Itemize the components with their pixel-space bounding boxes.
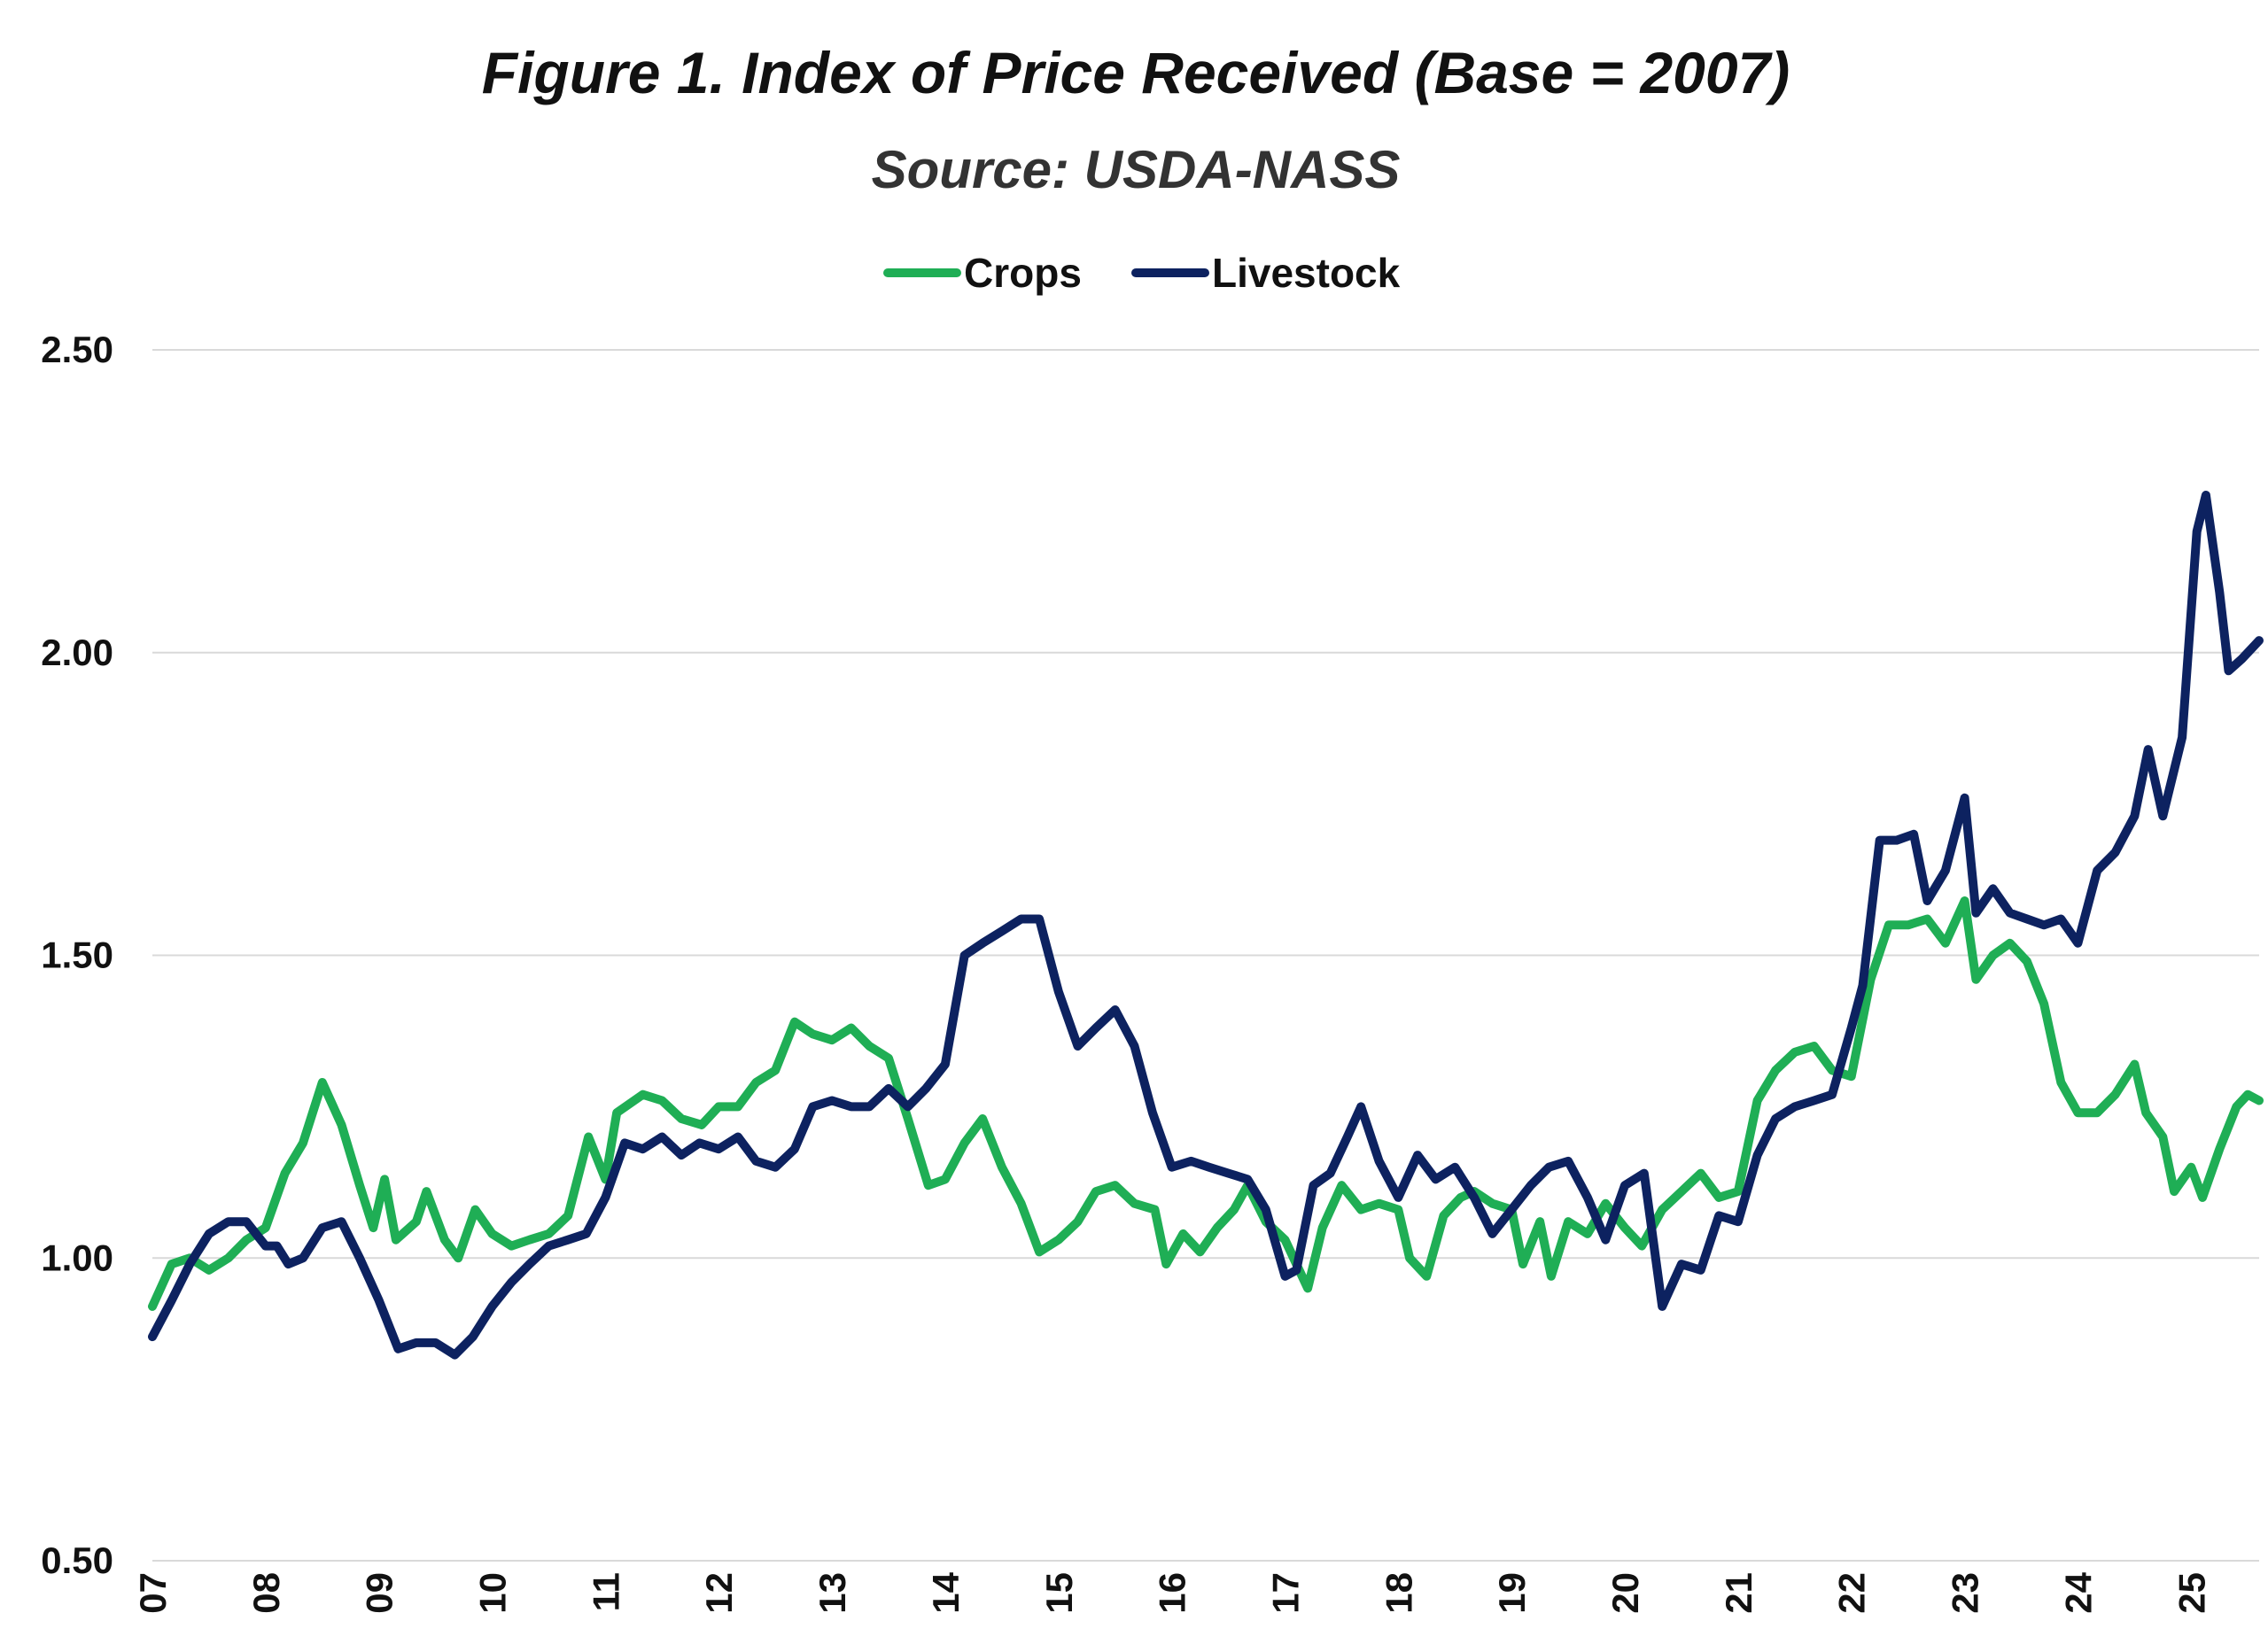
x-tick-label: 15 [1038, 1572, 1080, 1614]
x-tick-label: 25 [2171, 1572, 2212, 1614]
y-tick-label: 1.50 [41, 934, 113, 976]
y-tick-label: 1.00 [41, 1237, 113, 1278]
series-lines [148, 491, 2264, 1360]
x-tick-label: 19 [1491, 1572, 1533, 1614]
x-tick-label: 20 [1604, 1572, 1646, 1614]
series-line-livestock [148, 491, 2264, 1360]
x-tick-label: 23 [1945, 1572, 1986, 1614]
chart-title: Figure 1. Index of Price Received (Base … [482, 40, 1790, 105]
x-tick-label: 18 [1378, 1572, 1419, 1614]
legend: Crops Livestock [883, 250, 1401, 296]
y-tick-label: 0.50 [41, 1539, 113, 1581]
gridlines [152, 349, 2259, 1562]
x-tick-label: 10 [472, 1572, 514, 1614]
legend-label-livestock: Livestock [1212, 250, 1401, 296]
chart-subtitle: Source: USDA-NASS [872, 140, 1401, 199]
x-axis-ticks: 07 08 09 10 11 12 13 14 15 16 17 18 19 20 21 22 23 24 25 [132, 1571, 2212, 1613]
x-tick-label: 24 [2057, 1571, 2099, 1613]
x-tick-label: 13 [812, 1572, 853, 1614]
x-tick-label: 21 [1718, 1572, 1759, 1614]
y-axis-ticks: 0.50 1.00 1.50 2.00 2.50 [41, 329, 113, 1581]
x-tick-label: 07 [132, 1572, 174, 1614]
x-tick-label: 14 [925, 1571, 967, 1613]
x-tick-label: 09 [359, 1572, 400, 1614]
x-tick-label: 17 [1264, 1572, 1306, 1614]
y-tick-label: 2.50 [41, 329, 113, 370]
x-tick-label: 22 [1831, 1572, 1873, 1614]
x-tick-label: 08 [245, 1572, 287, 1614]
legend-label-crops: Crops [964, 250, 1082, 296]
x-tick-label: 12 [698, 1572, 740, 1614]
series-line-crops [148, 896, 2264, 1311]
x-tick-label: 11 [585, 1572, 626, 1611]
x-tick-label: 16 [1152, 1572, 1193, 1614]
y-tick-label: 2.00 [41, 632, 113, 673]
